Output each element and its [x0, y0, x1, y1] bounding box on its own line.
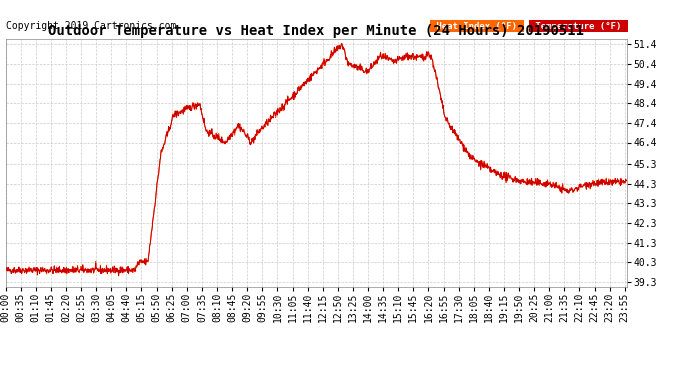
Text: Copyright 2019 Cartronics.com: Copyright 2019 Cartronics.com [6, 21, 176, 31]
Title: Outdoor Temperature vs Heat Index per Minute (24 Hours) 20190511: Outdoor Temperature vs Heat Index per Mi… [48, 24, 584, 38]
Text: Temperature (°F): Temperature (°F) [530, 22, 627, 31]
Text: Heat Index (°F): Heat Index (°F) [431, 22, 522, 31]
